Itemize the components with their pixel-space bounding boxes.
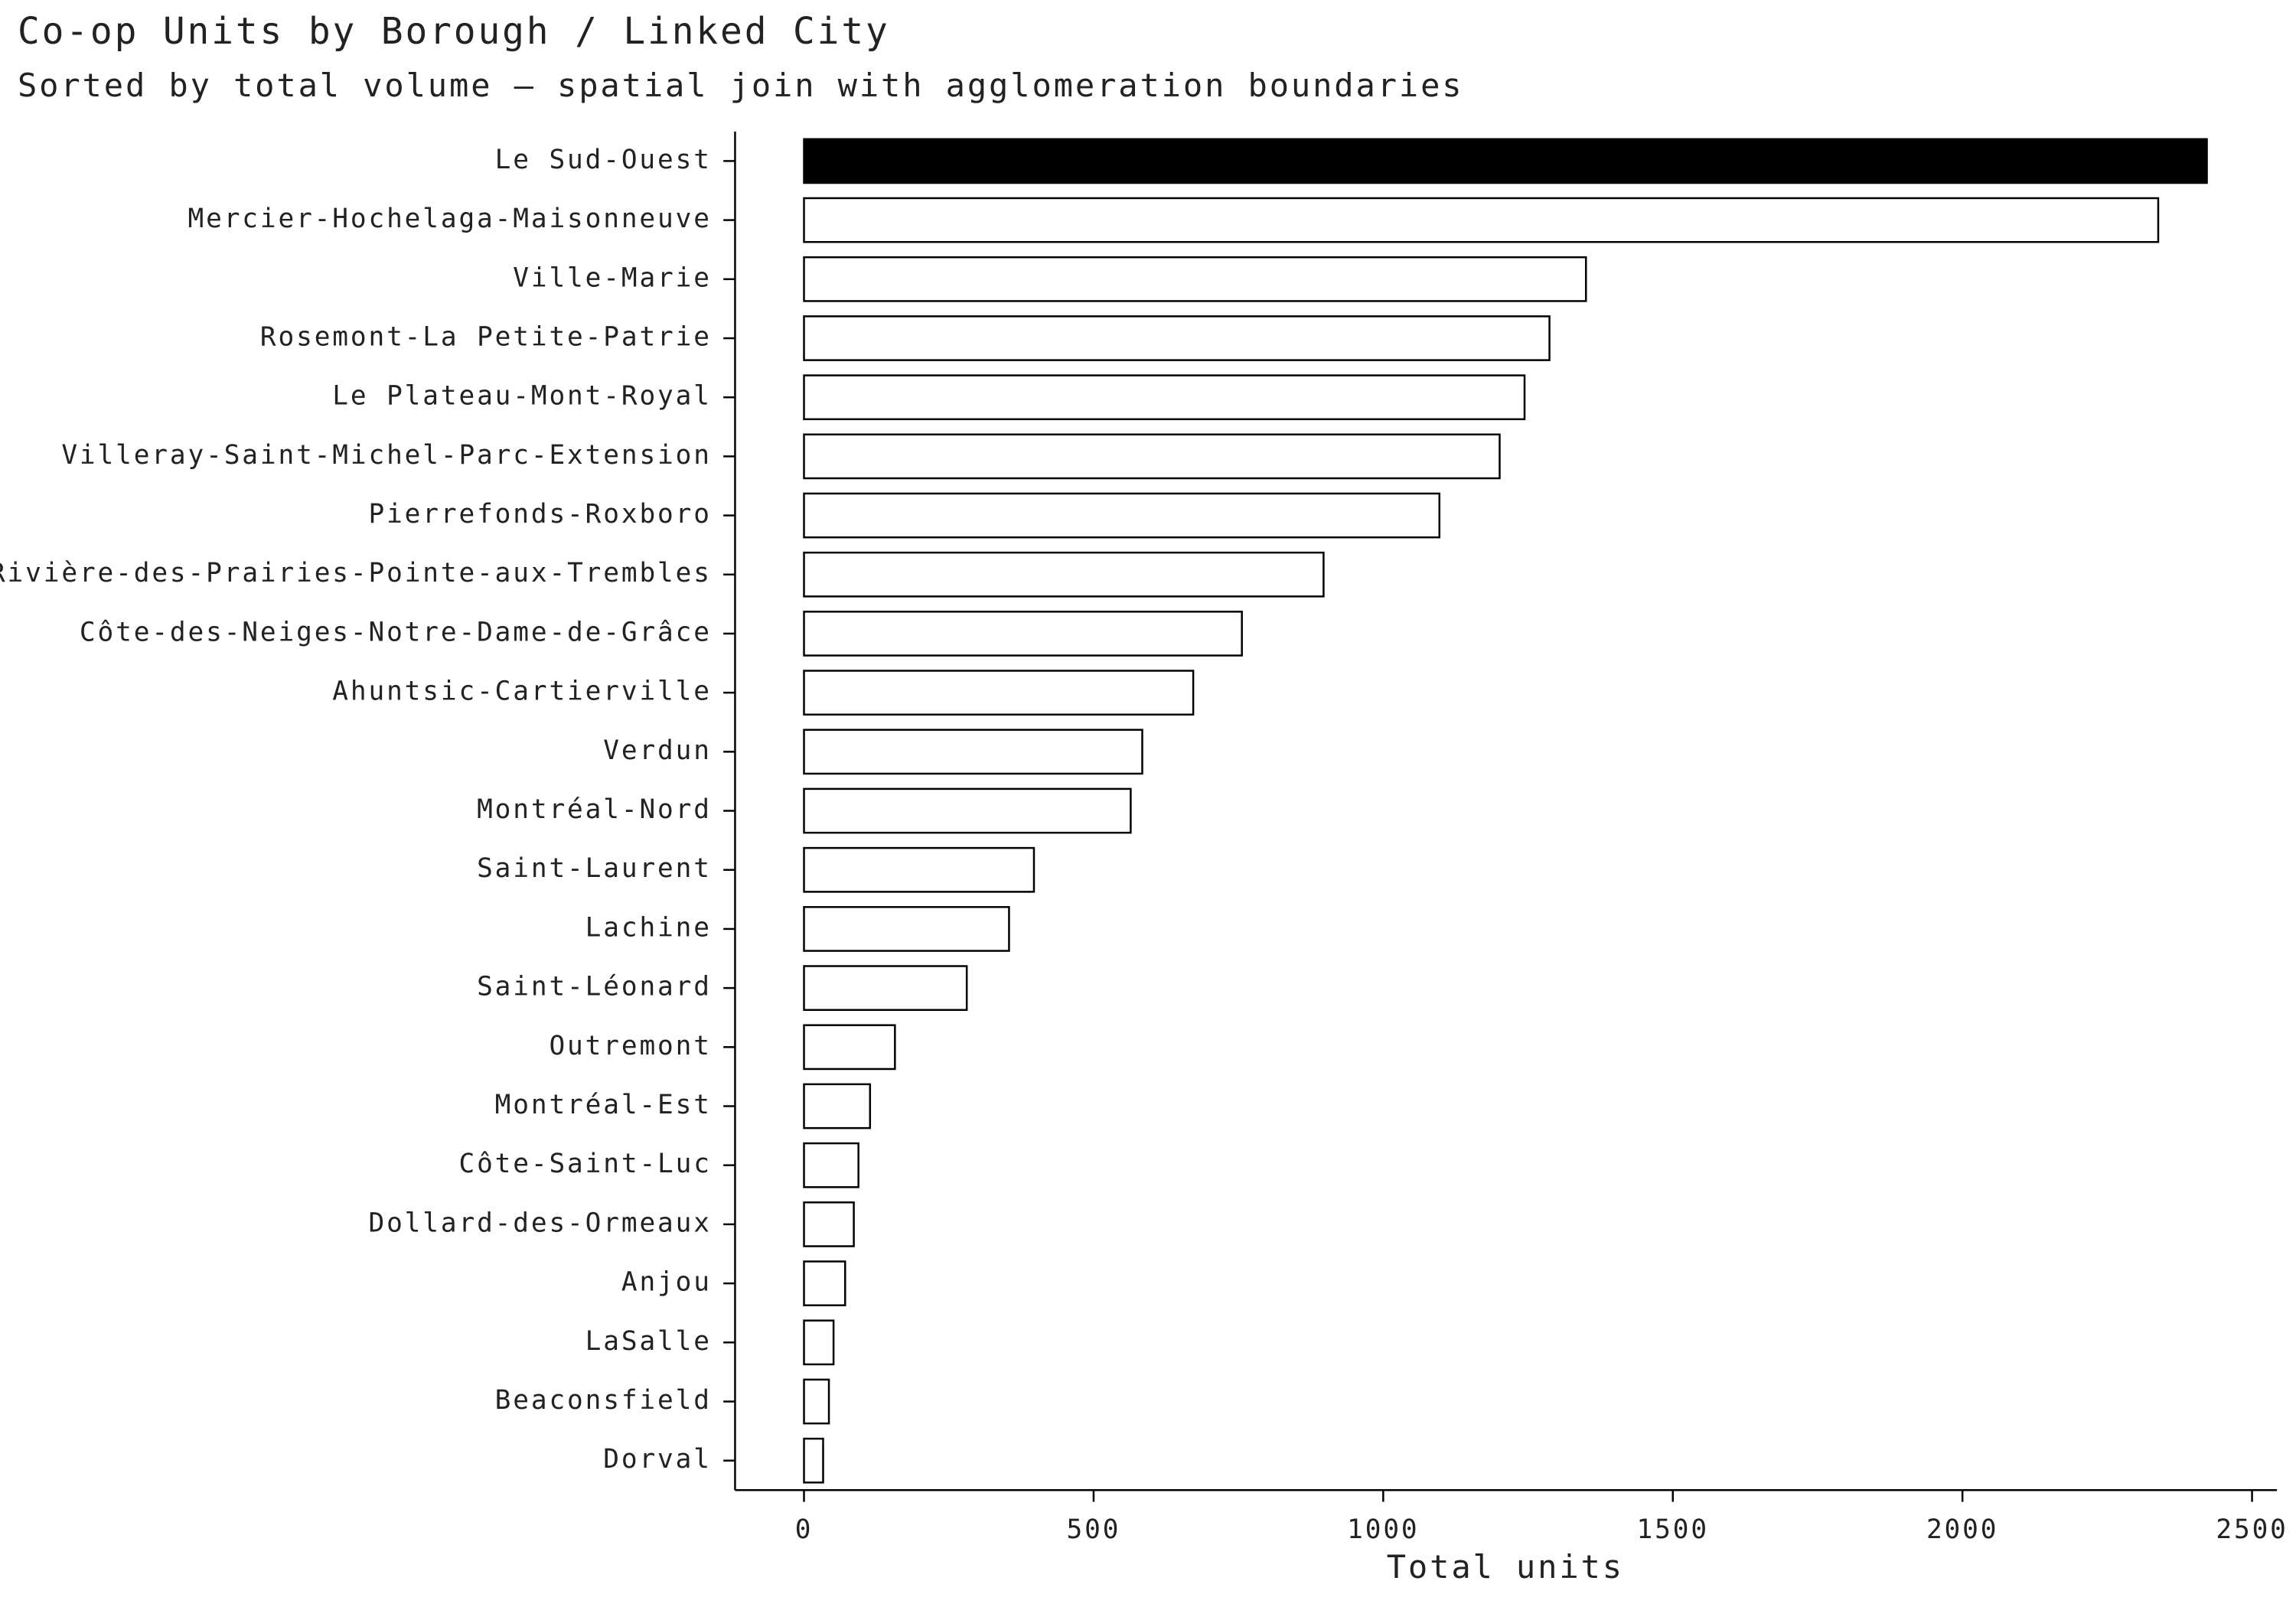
bar	[803, 256, 1587, 302]
y-tick-label: Le Sud-Ouest	[495, 145, 712, 175]
x-tick-label: 500	[1067, 1514, 1121, 1545]
y-tick-label: Rosemont-La Petite-Patrie	[260, 322, 712, 353]
x-tick-label: 2000	[1926, 1514, 1998, 1545]
bar	[803, 197, 2160, 243]
y-tick-label: Dorval	[603, 1444, 712, 1475]
bar	[803, 1260, 846, 1306]
bar	[803, 1024, 896, 1071]
y-tick-label: Villeray-Saint-Michel-Parc-Extension	[61, 440, 712, 471]
y-tick-label: Le Plateau-Mont-Royal	[332, 381, 712, 412]
y-tick-label: Côte-Saint-Luc	[458, 1149, 711, 1179]
bar	[803, 611, 1243, 657]
bar	[803, 551, 1325, 598]
y-tick-label: Outremont	[549, 1031, 711, 1061]
y-tick-label: Lachine	[585, 912, 712, 943]
bar	[803, 315, 1551, 361]
bar	[803, 787, 1132, 834]
y-tick-label: Anjou	[621, 1267, 712, 1298]
y-tick-label: Mercier-Hochelaga-Maisonneuve	[188, 204, 712, 234]
x-tick-label: 1000	[1347, 1514, 1419, 1545]
y-tick-label: Côte-des-Neiges-Notre-Dame-de-Grâce	[80, 617, 712, 647]
y-tick-label: Dollard-des-Ormeaux	[368, 1208, 711, 1238]
chart-subtitle: Sorted by total volume — spatial join wi…	[18, 67, 1464, 104]
bar	[803, 1378, 830, 1425]
y-tick-label: Ville-Marie	[513, 262, 712, 293]
chart-title: Co-op Units by Borough / Linked City	[18, 11, 890, 53]
y-tick-label: Verdun	[603, 735, 712, 766]
bar	[803, 1437, 824, 1484]
y-tick-label: Saint-Léonard	[477, 972, 712, 1002]
bar	[803, 1083, 872, 1129]
bar	[803, 906, 1010, 952]
bar	[803, 492, 1441, 539]
y-tick-label: Pierrefonds-Roxboro	[368, 499, 711, 530]
bar	[803, 670, 1195, 716]
y-tick-label: Saint-Laurent	[477, 853, 712, 884]
x-tick-label: 2500	[2216, 1514, 2288, 1545]
x-axis-label: Total units	[1387, 1548, 1624, 1586]
x-tick-label: 1500	[1637, 1514, 1709, 1545]
bar	[803, 374, 1526, 421]
bar	[803, 729, 1143, 775]
bar	[803, 846, 1035, 893]
bar	[803, 1201, 855, 1247]
x-tick-label: 0	[795, 1514, 814, 1545]
bar	[803, 138, 2208, 184]
y-tick-label: Ahuntsic-Cartierville	[332, 676, 712, 707]
bar	[803, 1142, 859, 1188]
bar	[803, 965, 968, 1012]
y-tick-label: LaSalle	[585, 1326, 712, 1357]
y-tick-label: Montréal-Nord	[477, 794, 712, 825]
bar	[803, 1319, 835, 1366]
y-tick-label: Rivière-des-Prairies-Pointe-aux-Trembles	[0, 558, 712, 588]
y-tick-label: Beaconsfield	[495, 1385, 712, 1416]
bar	[803, 433, 1501, 480]
y-tick-label: Montréal-Est	[495, 1090, 712, 1120]
